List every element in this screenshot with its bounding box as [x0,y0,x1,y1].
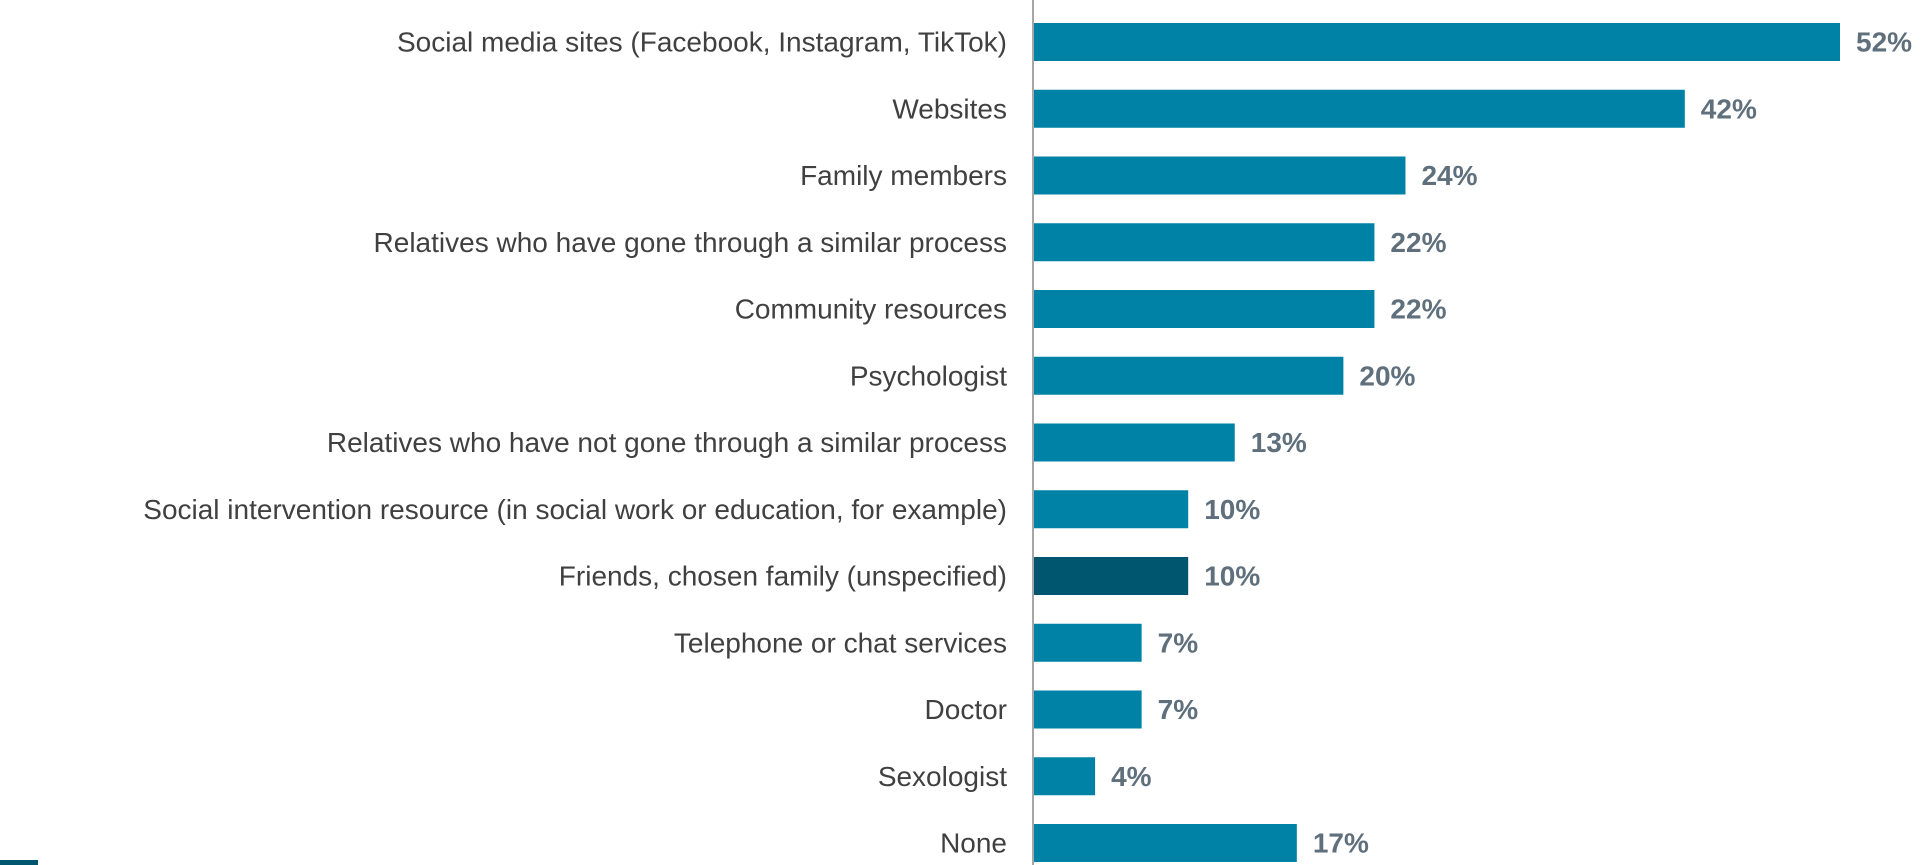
bar [1033,156,1406,195]
value-label: 13% [1251,427,1307,458]
category-label: Psychologist [850,360,1007,391]
bar [1033,490,1189,529]
bar [1033,557,1189,595]
bar [1033,690,1142,729]
bar [1033,824,1297,862]
value-labels: 52% 42% 24% 22% 22% 20% 13% 10% 10% 7% 7% 4% 17% [1111,27,1912,859]
value-label: 7% [1158,627,1199,658]
value-label: 22% [1390,294,1446,325]
category-label: Relatives who have gone through a simila… [374,227,1007,258]
value-label: 22% [1390,227,1446,258]
bar [1033,423,1235,462]
category-label: Doctor [925,694,1007,725]
bar [1033,89,1685,128]
category-label: Community resources [735,294,1007,325]
bar [1033,23,1840,61]
value-label: 52% [1856,27,1912,58]
value-label: 20% [1359,360,1415,391]
bar [1033,623,1142,662]
value-label: 4% [1111,761,1152,792]
category-label: Websites [892,93,1007,124]
category-label: Telephone or chat services [674,627,1007,658]
bar [1033,223,1375,262]
value-label: 24% [1421,160,1477,191]
bar [1033,356,1344,395]
bars [1033,23,1840,862]
value-label: 10% [1204,494,1260,525]
category-label: Friends, chosen family (unspecified) [559,561,1007,592]
value-label: 7% [1158,694,1199,725]
corner-mark [0,860,38,865]
category-label: Social media sites (Facebook, Instagram,… [397,27,1007,58]
category-label: Social intervention resource (in social … [143,494,1007,525]
category-label: None [940,828,1007,859]
bar [1033,290,1375,328]
category-label: Sexologist [878,761,1007,792]
value-label: 17% [1313,828,1369,859]
category-label: Relatives who have not gone through a si… [327,427,1007,458]
category-labels: Social media sites (Facebook, Instagram,… [143,27,1007,859]
bar [1033,757,1096,796]
value-label: 42% [1701,93,1757,124]
value-label: 10% [1204,561,1260,592]
category-label: Family members [800,160,1007,191]
